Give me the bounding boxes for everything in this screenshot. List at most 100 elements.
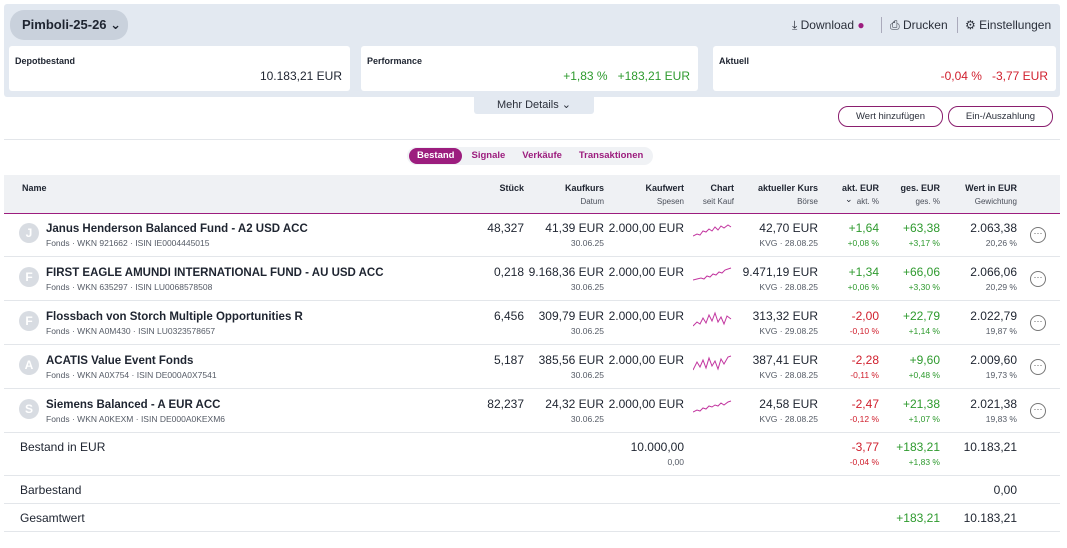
change-pct: -0,11 % [850, 370, 879, 380]
total-ges-pct: +1,83 % [908, 457, 940, 467]
card-value: +183,21 EUR [617, 69, 690, 83]
column-header: Wert in EUR [965, 183, 1017, 193]
total-gain-pct: +0,48 % [908, 370, 940, 380]
fund-meta: Fonds · WKN 921662 · ISIN IE0004445015 [46, 238, 210, 248]
total-kaufwert: 10.000,00 [630, 440, 684, 454]
column-subheader: Gewichtung [974, 197, 1017, 206]
total-label: Bestand in EUR [20, 440, 106, 454]
holding-row[interactable]: S Siemens Balanced - A EUR ACC Fonds · WKN… [4, 389, 1060, 433]
fund-name: ACATIS Value Event Fonds [46, 355, 194, 367]
total-row: Bestand in EUR 10.000,00 -3,77 +183,21 10.18… [4, 432, 1060, 476]
total-wert: 0,00 [993, 483, 1017, 497]
holding-row[interactable]: F FIRST EAGLE AMUNDI INTERNATIONAL FUND -… [4, 257, 1060, 301]
column-header: ges. EUR [900, 183, 940, 193]
download-action[interactable]: ⤓ Download ● [792, 18, 865, 32]
fund-name: Janus Henderson Balanced Fund - A2 USD A… [46, 223, 308, 235]
tab[interactable]: Verkäufe [522, 150, 562, 161]
button-label: Wert hinzufügen [855, 111, 925, 122]
print-action[interactable]: ⎙ Drucken [890, 18, 948, 32]
fund-meta: Fonds · WKN 635297 · ISIN LU0068578508 [46, 282, 213, 292]
weighting: 20,26 % [985, 238, 1017, 248]
weighting: 19,73 % [985, 370, 1017, 380]
action-label: Drucken [902, 18, 948, 32]
summary-card: Performance +183,21 EUR +1,83 % [361, 46, 698, 91]
column-header: Kaufkurs [564, 183, 604, 193]
total-wert: 10.183,21 [963, 440, 1017, 454]
total-gain-eur: +63,38 [902, 221, 940, 235]
fund-avatar: S [19, 399, 39, 419]
fund-meta: Fonds · WKN A0M430 · ISIN LU0323578657 [46, 326, 216, 336]
fund-name: Siemens Balanced - A EUR ACC [46, 399, 221, 411]
purchase-value: 2.000,00 EUR [608, 221, 684, 235]
holding-row[interactable]: F Flossbach von Storch Multiple Opportuni… [4, 301, 1060, 345]
sparkline [692, 266, 733, 284]
change-pct: -0,12 % [849, 414, 879, 424]
card-label: Performance [367, 56, 423, 66]
column-header: aktueller Kurs [757, 183, 818, 193]
card-label: Aktuell [719, 56, 750, 66]
row-menu[interactable]: ··· [1030, 359, 1046, 375]
total-spesen: 0,00 [667, 457, 684, 467]
quantity: 6,456 [493, 309, 524, 323]
total-wert: 10.183,21 [963, 511, 1017, 525]
row-menu[interactable]: ··· [1030, 227, 1046, 243]
column-header: Stück [499, 183, 524, 193]
sparkline [692, 398, 733, 416]
fund-avatar: F [19, 267, 39, 287]
tab[interactable]: Signale [471, 150, 506, 161]
total-gain-eur: +9,60 [909, 353, 940, 367]
total-gain-eur: +22,79 [902, 309, 940, 323]
purchase-value: 2.000,00 EUR [608, 265, 684, 279]
more-details-toggle[interactable]: Mehr Details ⌄ [474, 97, 594, 114]
column-header: Kaufwert [645, 183, 684, 193]
current-price: 24,58 EUR [759, 397, 818, 411]
tab[interactable]: Bestand [409, 148, 463, 164]
purchase-price: 24,32 EUR [545, 397, 604, 411]
quantity: 5,187 [493, 353, 524, 367]
holding-row[interactable]: J Janus Henderson Balanced Fund - A2 USD … [4, 213, 1060, 257]
exchange: KVG · 28.08.25 [759, 414, 818, 424]
card-value: 10.183,21 EUR [259, 69, 342, 83]
total-gain-pct: +1,14 % [908, 326, 940, 336]
row-menu[interactable]: ··· [1030, 403, 1046, 419]
purchase-date: 30.06.25 [570, 238, 604, 248]
quantity: 82,237 [487, 397, 524, 411]
row-menu[interactable]: ··· [1030, 271, 1046, 287]
total-ges-eur: +183,21 [896, 440, 940, 454]
column-subheader: ges. % [915, 197, 940, 206]
quantity: 0,218 [493, 265, 524, 279]
add-value-button[interactable]: Wert hinzufügen [838, 106, 943, 127]
settings-action[interactable]: ⚙ Einstellungen [965, 18, 1052, 32]
fund-meta: Fonds · WKN A0KEXM · ISIN DE000A0KEXM6 [46, 414, 226, 424]
holding-row[interactable]: A ACATIS Value Event Fonds Fonds · WKN A0X… [4, 345, 1060, 389]
column-subheader: Spesen [656, 197, 684, 206]
exchange: KVG · 28.08.25 [759, 282, 818, 292]
sparkline [692, 354, 733, 372]
total-gain-eur: +21,38 [902, 397, 940, 411]
purchase-date: 30.06.25 [570, 370, 604, 380]
sparkline-path [692, 224, 732, 237]
position-value: 2.022,79 [970, 309, 1017, 323]
sparkline-svg [692, 267, 732, 281]
position-value: 2.066,06 [970, 265, 1017, 279]
portfolio-selector[interactable]: Pimboli-25-26 ⌄ [10, 10, 128, 40]
row-menu[interactable]: ··· [1030, 315, 1046, 331]
current-price: 387,41 EUR [752, 353, 818, 367]
weighting: 20,29 % [985, 282, 1017, 292]
total-gain-pct: +3,17 % [908, 238, 940, 248]
change-eur: +1,34 [848, 265, 879, 279]
portfolio-name: Pimboli-25-26 [22, 17, 107, 32]
purchase-date: 30.06.25 [570, 326, 604, 336]
sparkline-path [692, 400, 732, 413]
deposit-withdraw-button[interactable]: Ein-/Auszahlung [948, 106, 1053, 127]
total-label: Gesamtwert [20, 511, 85, 525]
sparkline-svg [692, 355, 732, 371]
fund-meta: Fonds · WKN A0X754 · ISIN DE000A0X7541 [46, 370, 217, 380]
sparkline-svg [692, 400, 732, 413]
quantity: 48,327 [487, 221, 524, 235]
card-value: +1,83 % [563, 69, 608, 83]
column-header: akt. EUR [841, 183, 879, 193]
sort-indicator: ⌄ [845, 194, 853, 204]
tab[interactable]: Transaktionen [578, 150, 644, 161]
total-row: Barbestand 0,00 [4, 475, 1060, 504]
